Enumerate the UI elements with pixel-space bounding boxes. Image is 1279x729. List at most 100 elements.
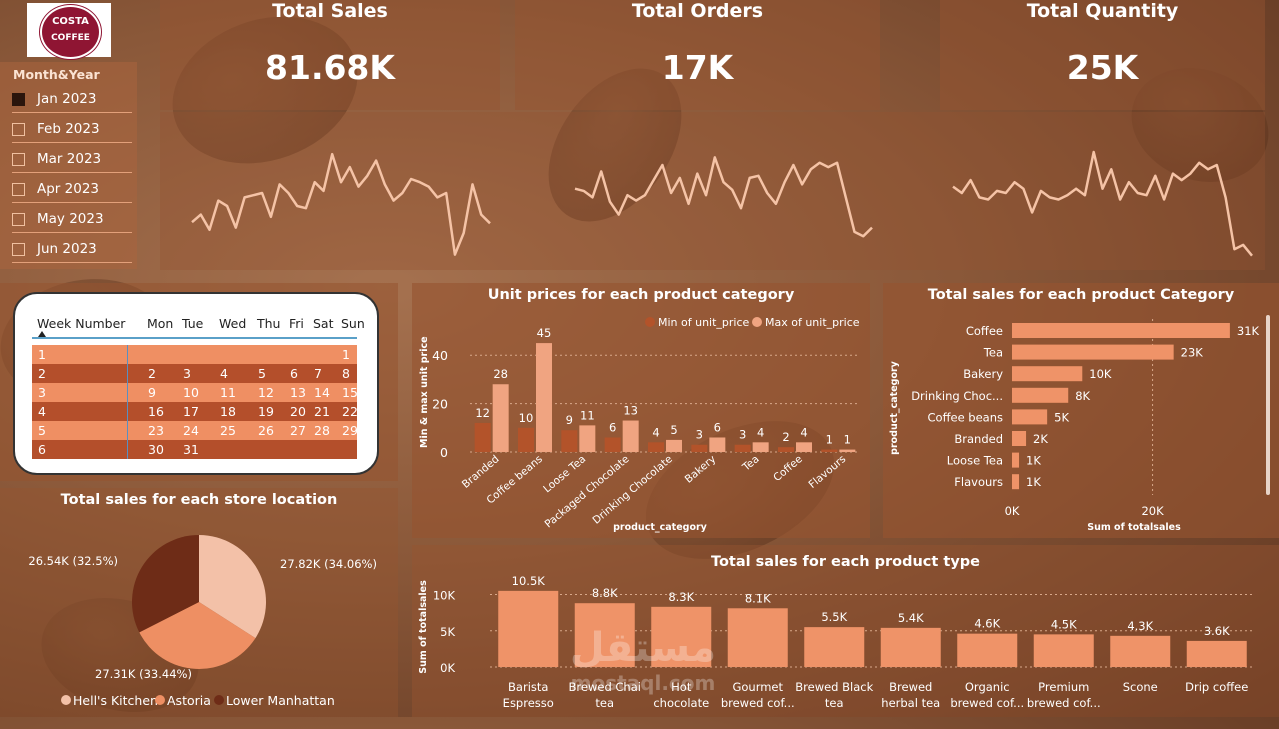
data-label: 5 [670, 423, 677, 437]
calendar-day-cell[interactable]: 11 [220, 385, 236, 400]
calendar-day-cell[interactable]: 17 [183, 404, 199, 419]
calendar-day-cell[interactable]: 21 [314, 404, 330, 419]
data-label: 5K [1054, 410, 1069, 424]
bar-max-of-unit-price [796, 442, 812, 452]
data-label: 10K [1089, 367, 1112, 381]
x-tick-label: Brewed Chai [569, 680, 641, 694]
calendar-day-cell[interactable]: 28 [314, 423, 330, 438]
legend-label: Max of unit_price [765, 316, 860, 329]
calendar-day-cell[interactable]: 14 [314, 385, 330, 400]
calendar-day-cell[interactable]: 12 [258, 385, 274, 400]
calendar-day-cell[interactable]: 31 [183, 442, 199, 457]
slicer-checkbox[interactable] [12, 123, 25, 136]
data-label: 4 [800, 425, 807, 439]
slicer-item-label: Feb 2023 [37, 121, 100, 137]
data-label: 3 [696, 428, 703, 442]
calendar-day-cell[interactable]: 29 [342, 423, 358, 438]
calendar-header-sat: Sat [313, 316, 334, 331]
week-number-cell: 1 [38, 347, 46, 362]
data-label: 12 [475, 406, 490, 420]
calendar-day-cell[interactable]: 5 [258, 366, 266, 381]
bar [957, 633, 1018, 667]
calendar-day-cell[interactable]: 20 [290, 404, 306, 419]
week-number-cell: 5 [38, 423, 46, 438]
slicer-item-may-2023[interactable]: May 2023 [12, 210, 132, 233]
calendar-day-cell[interactable]: 24 [183, 423, 199, 438]
slicer-checkbox[interactable] [12, 153, 25, 166]
slicer-item-apr-2023[interactable]: Apr 2023 [12, 180, 132, 203]
calendar-day-cell[interactable]: 4 [220, 366, 228, 381]
data-label: 10.5K [512, 574, 546, 588]
pie-slice-lower-manhattan [132, 535, 199, 633]
sort-arrow-icon[interactable] [38, 331, 46, 337]
x-tick-label: Bakery [683, 453, 719, 486]
bar [1012, 366, 1083, 382]
bar-min-of-unit-price [821, 449, 838, 452]
bar [651, 606, 712, 667]
y-tick-label: 40 [432, 348, 448, 363]
slicer-item-jan-2023[interactable]: Jan 2023 [12, 90, 132, 113]
calendar-day-cell[interactable]: 13 [290, 385, 306, 400]
calendar-day-cell[interactable]: 10 [183, 385, 199, 400]
calendar-day-cell[interactable]: 1 [342, 347, 350, 362]
logo-text-bottom: COFFEE [51, 33, 90, 43]
calendar-day-cell[interactable]: 30 [148, 442, 164, 457]
calendar-day-cell[interactable]: 6 [290, 366, 298, 381]
calendar-day-cell[interactable]: 18 [220, 404, 236, 419]
data-label: 6 [609, 420, 616, 434]
calendar-rows: 1 1 2 2 3 4 5 6 7 8 3 9 10 11 12 13 14 15 4 16 17 18 19 20 21 22 5… [32, 345, 358, 459]
slicer-item-feb-2023[interactable]: Feb 2023 [12, 120, 132, 143]
calendar-day-cell[interactable]: 26 [258, 423, 274, 438]
month-year-slicer: Month&Year Jan 2023 Feb 2023 Mar 2023 Apr 2… [0, 62, 137, 269]
x-tick-label: Branded [460, 453, 502, 491]
calendar-day-cell[interactable]: 23 [148, 423, 164, 438]
slicer-item-mar-2023[interactable]: Mar 2023 [12, 150, 132, 173]
sparkline-sales [191, 152, 491, 256]
legend-marker [61, 695, 71, 705]
y-tick-label: 0K [440, 661, 455, 675]
slicer-checkbox[interactable] [12, 183, 25, 196]
x-tick-label: Premium [1038, 680, 1089, 694]
data-label: 4 [652, 425, 659, 439]
calendar-day-cell[interactable]: 7 [314, 366, 322, 381]
calendar-day-cell[interactable]: 19 [258, 404, 274, 419]
calendar-day-cell[interactable]: 22 [342, 404, 358, 419]
legend-marker [155, 695, 165, 705]
category-label: Branded [954, 432, 1003, 446]
slicer-checkbox[interactable] [12, 213, 25, 226]
calendar-day-cell[interactable]: 2 [148, 366, 156, 381]
x-tick-label: Gourmet [732, 680, 783, 694]
calendar-day-cell[interactable]: 3 [183, 366, 191, 381]
slicer-checkbox[interactable] [12, 93, 25, 106]
calendar-header-tue: Tue [182, 316, 204, 331]
x-tick-label: tea [825, 696, 844, 710]
bar [804, 627, 865, 667]
calendar-day-cell[interactable]: 27 [290, 423, 306, 438]
data-label: 28 [493, 367, 508, 381]
bar [727, 608, 788, 667]
slicer-item-jun-2023[interactable]: Jun 2023 [12, 240, 132, 263]
calendar-day-cell[interactable]: 9 [148, 385, 156, 400]
chart-title: Total sales for each store location [60, 492, 338, 508]
calendar-day-cell[interactable]: 15 [342, 385, 358, 400]
data-label: 9 [566, 413, 573, 427]
scrollbar[interactable] [1266, 315, 1270, 495]
x-tick-label: Flavours [806, 453, 848, 491]
y-tick-label: 20 [432, 397, 448, 412]
category-label: Drinking Choc... [911, 389, 1003, 403]
y-tick-label: 10K [433, 589, 456, 603]
x-tick-label: Brewed Black [795, 680, 873, 694]
bar [1012, 431, 1027, 446]
bar [880, 627, 941, 667]
calendar-day-cell[interactable]: 8 [342, 366, 350, 381]
calendar-day-cell[interactable]: 16 [148, 404, 164, 419]
calendar-day-cell[interactable]: 25 [220, 423, 236, 438]
x-tick-label: Coffee [771, 453, 805, 484]
chart-title: Total sales for each product Category [927, 287, 1235, 303]
bar-min-of-unit-price [734, 444, 751, 452]
x-axis-label: Sum of totalsales [1087, 522, 1181, 533]
slicer-checkbox[interactable] [12, 243, 25, 256]
logo-text-top: COSTA [52, 16, 89, 27]
legend-marker [214, 695, 224, 705]
